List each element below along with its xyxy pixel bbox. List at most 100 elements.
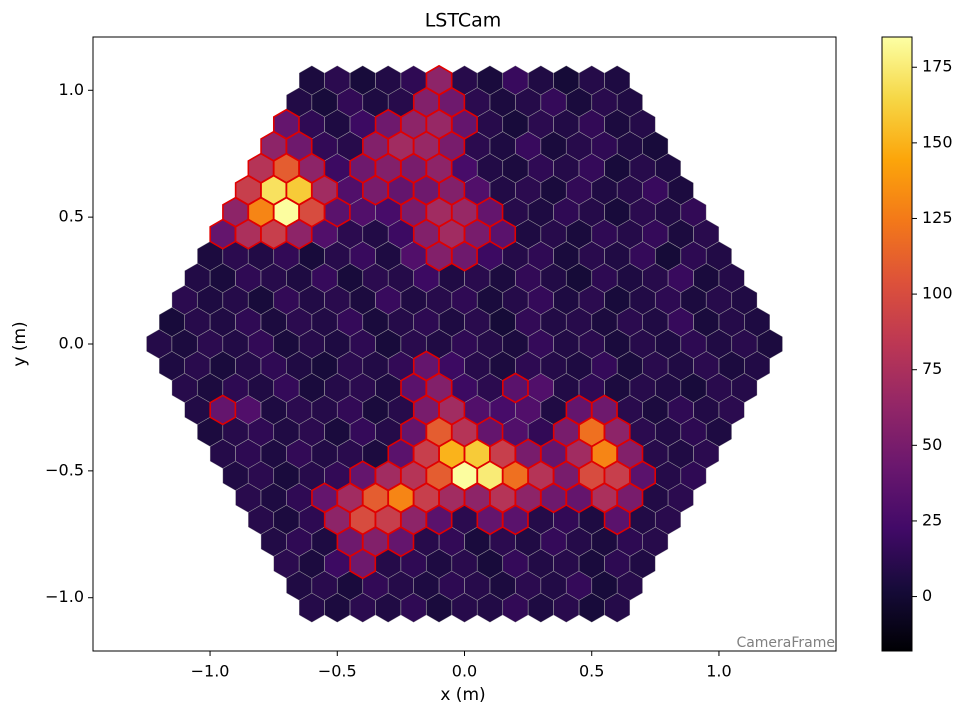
- camera-pixel: [477, 153, 503, 183]
- camera-pixel: [668, 483, 694, 513]
- camera-pixel: [248, 505, 274, 535]
- camera-pixel: [184, 307, 211, 337]
- camera-pixel: [553, 329, 580, 359]
- chart-title: LSTCam: [425, 10, 502, 32]
- camera-pixel: [540, 175, 567, 205]
- camera-pixel: [528, 109, 554, 140]
- colorbar-tick-label: 100: [922, 284, 953, 303]
- camera-pixel: [629, 197, 656, 227]
- camera-pixel: [655, 373, 681, 403]
- camera-pixel: [629, 329, 656, 359]
- frame-annotation: CameraFrame: [736, 635, 835, 651]
- camera-pixel: [680, 329, 707, 359]
- camera-pixel: [286, 395, 312, 425]
- camera-pixel: [553, 285, 580, 315]
- camera-pixel: [528, 285, 554, 315]
- camera-pixel: [501, 504, 529, 536]
- camera-pixel: [286, 351, 312, 381]
- camera-pixel: [629, 153, 656, 183]
- camera-pixel: [515, 263, 541, 293]
- camera-pixel: [642, 131, 669, 161]
- camera-pixel: [578, 109, 605, 140]
- camera-pixel: [375, 329, 401, 359]
- camera-pixel: [477, 329, 503, 359]
- camera-pixel: [604, 548, 630, 579]
- camera-pixel: [540, 307, 567, 337]
- camera-pixel: [718, 351, 745, 381]
- camera-pixel: [299, 592, 325, 623]
- camera-pixel: [591, 570, 618, 601]
- camera-pixel: [451, 548, 478, 579]
- camera-pixel: [286, 527, 312, 557]
- camera-pixel: [337, 351, 363, 381]
- camera-pixel: [528, 241, 554, 271]
- camera-pixel: [680, 417, 707, 447]
- camera-pixel: [362, 219, 389, 249]
- camera-pixel: [668, 439, 694, 469]
- camera-pixel: [553, 241, 580, 271]
- camera-pixel: [260, 218, 288, 250]
- camera-pixel: [642, 351, 669, 381]
- camera-pixel: [642, 219, 669, 249]
- camera-pixel: [209, 218, 237, 250]
- camera-pixel: [528, 329, 554, 359]
- camera-pixel: [578, 285, 605, 315]
- camera-pixel: [349, 285, 376, 315]
- camera-pixel: [324, 65, 351, 96]
- camera-pixel: [566, 570, 592, 601]
- colorbar-tick-label: 25: [922, 510, 942, 529]
- camera-pixel: [515, 570, 541, 601]
- camera-pixel: [528, 65, 554, 96]
- camera-pixel: [591, 263, 618, 293]
- camera-pixel: [362, 351, 389, 381]
- camera-pixel: [603, 504, 631, 536]
- camera-pixel: [260, 527, 287, 557]
- camera-pixel: [553, 153, 580, 183]
- camera-pixel: [706, 285, 732, 315]
- y-tick-label: 1.0: [59, 80, 84, 99]
- camera-pixel: [502, 153, 529, 183]
- camera-pixel: [540, 263, 567, 293]
- camera-pixel: [171, 285, 198, 315]
- camera-pixel: [604, 285, 630, 315]
- y-tick-label: −0.5: [45, 460, 84, 479]
- camera-pixel: [566, 175, 592, 205]
- camera-pixel: [502, 592, 529, 623]
- camera-pixel: [451, 592, 478, 623]
- camera-pixel: [375, 285, 401, 315]
- camera-pixel: [578, 241, 605, 271]
- camera-pixel: [629, 373, 656, 403]
- camera-pixel: [362, 174, 389, 206]
- camera-pixel: [553, 197, 580, 227]
- camera-pixel: [451, 240, 478, 272]
- camera-pixel: [260, 439, 287, 469]
- camera-pixel: [744, 351, 770, 381]
- camera-pixel: [299, 548, 325, 579]
- camera-pixel: [413, 307, 440, 337]
- colorbar-tick-label: 150: [922, 132, 953, 151]
- camera-pixel: [299, 285, 325, 315]
- camera-pixel: [311, 395, 338, 425]
- camera-pixel: [757, 329, 783, 359]
- camera-pixel: [706, 373, 732, 403]
- camera-pixel: [578, 153, 605, 183]
- camera-pixel: [629, 109, 656, 140]
- x-tick-label: 0.5: [579, 662, 604, 681]
- camera-pixel: [159, 351, 185, 381]
- camera-pixel: [299, 417, 325, 447]
- camera-pixel: [744, 307, 770, 337]
- camera-pixel: [489, 570, 516, 601]
- camera-pixel: [286, 307, 312, 337]
- camera-pixel: [273, 417, 300, 447]
- camera-pixel: [146, 329, 172, 359]
- camera-pixel: [591, 87, 618, 118]
- camera-pixel: [540, 570, 567, 601]
- camera-pixel: [388, 307, 414, 337]
- camera-pixel: [553, 65, 580, 96]
- camera-pixel: [171, 329, 198, 359]
- camera-pixel: [400, 285, 427, 315]
- camera-pixel: [528, 548, 554, 579]
- camera-pixel: [591, 219, 618, 249]
- camera-pixel: [617, 351, 643, 381]
- camera-pixel: [578, 329, 605, 359]
